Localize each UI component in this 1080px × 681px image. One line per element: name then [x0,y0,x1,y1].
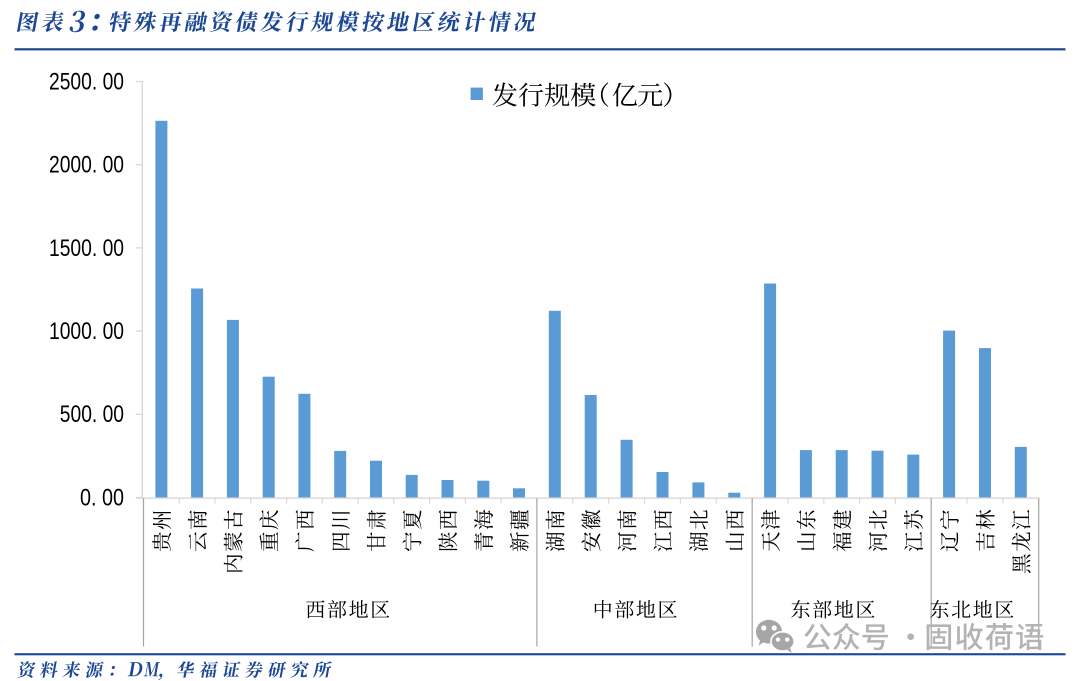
svg-text:2000. 00: 2000. 00 [49,152,124,179]
svg-text:500. 00: 500. 00 [60,401,124,428]
svg-text:1500. 00: 1500. 00 [49,235,124,262]
svg-text:2500. 00: 2500. 00 [49,68,124,95]
svg-text:1000. 00: 1000. 00 [49,318,124,345]
svg-text:0. 00: 0. 00 [80,484,124,511]
